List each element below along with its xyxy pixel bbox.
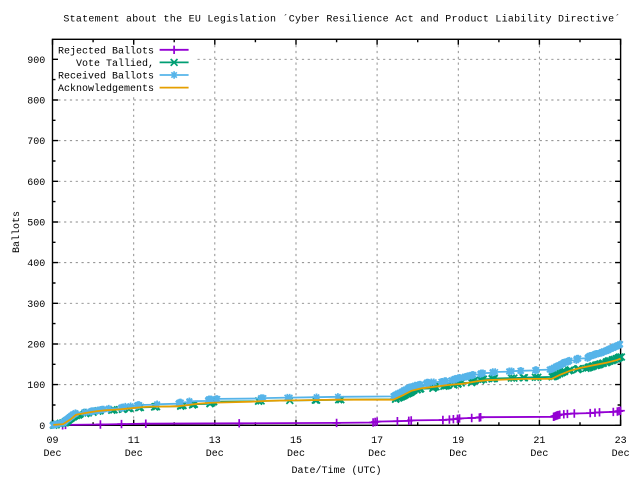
svg-text:Ballots: Ballots: [11, 211, 23, 253]
svg-text:13: 13: [209, 436, 221, 447]
svg-text:Dec: Dec: [449, 449, 467, 460]
svg-text:Dec: Dec: [43, 449, 61, 460]
svg-text:Acknowledgements: Acknowledgements: [58, 83, 154, 95]
svg-text:15: 15: [290, 436, 302, 447]
svg-text:800: 800: [27, 97, 45, 108]
svg-text:Received Ballots: Received Ballots: [58, 71, 154, 83]
svg-text:500: 500: [27, 219, 45, 230]
svg-text:300: 300: [27, 300, 45, 311]
svg-text:23: 23: [615, 436, 627, 447]
svg-text:Rejected Ballots: Rejected Ballots: [58, 45, 154, 57]
svg-text:Date/Time (UTC): Date/Time (UTC): [291, 465, 381, 477]
svg-text:Dec: Dec: [612, 449, 630, 460]
svg-text:900: 900: [27, 56, 45, 67]
svg-text:200: 200: [27, 341, 45, 352]
svg-text:21: 21: [533, 436, 545, 447]
svg-text:Dec: Dec: [368, 449, 386, 460]
svg-text:19: 19: [452, 436, 464, 447]
svg-text:17: 17: [371, 436, 383, 447]
svg-text:Dec: Dec: [530, 449, 548, 460]
svg-text:400: 400: [27, 259, 45, 270]
svg-text:Statement about the EU Legisla: Statement about the EU Legislation ´Cybe…: [63, 12, 620, 25]
svg-text:Vote Tallied,: Vote Tallied,: [76, 58, 154, 70]
svg-text:09: 09: [46, 436, 58, 447]
svg-text:11: 11: [128, 436, 140, 447]
svg-text:Dec: Dec: [206, 449, 224, 460]
svg-text:600: 600: [27, 178, 45, 189]
svg-text:Dec: Dec: [125, 449, 143, 460]
svg-text:100: 100: [27, 381, 45, 392]
svg-text:700: 700: [27, 137, 45, 148]
svg-text:0: 0: [39, 422, 45, 433]
svg-text:Dec: Dec: [287, 449, 305, 460]
